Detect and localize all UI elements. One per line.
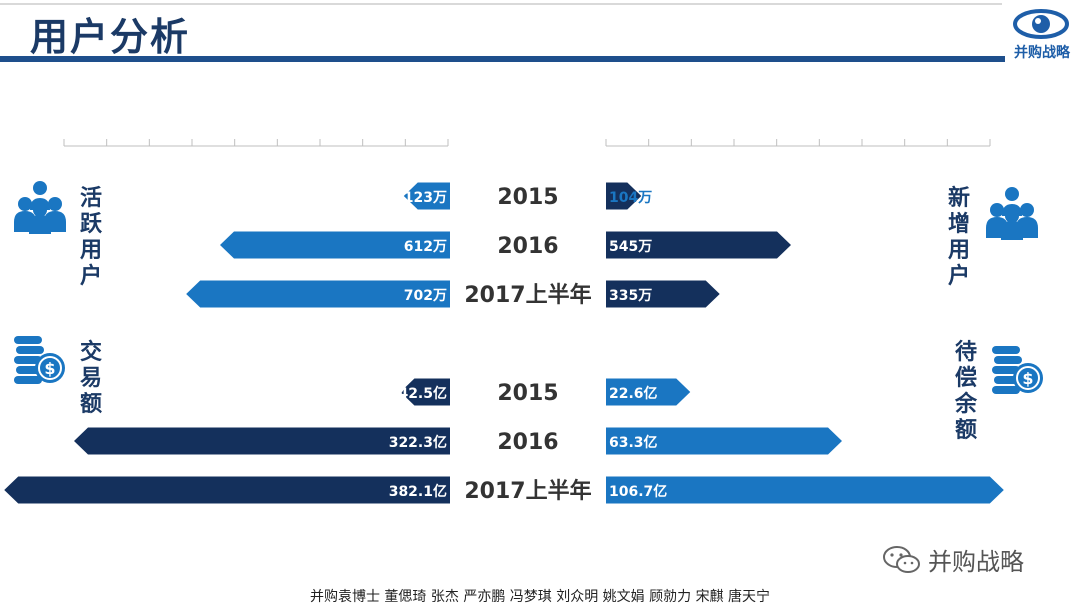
logo-text: 并购战略 xyxy=(1014,45,1070,61)
category-label: 2015 xyxy=(497,185,558,210)
bar-left-label: 322.3亿 xyxy=(389,434,447,451)
page-title: 用户分析 xyxy=(30,15,191,59)
svg-text:$: $ xyxy=(44,359,55,378)
bar-left-label: 123万 xyxy=(404,190,447,206)
bar-right-label: 545万 xyxy=(609,239,652,255)
bar-right xyxy=(606,378,691,406)
bar-right xyxy=(606,280,720,308)
new-users-label: 新增用户 xyxy=(947,186,970,289)
wechat-watermark: 并购战略 xyxy=(882,542,1024,577)
bar-left-label: 382.1亿 xyxy=(389,483,447,500)
category-label: 2017上半年 xyxy=(464,478,591,504)
users-icon xyxy=(14,181,66,234)
bar-right-label: 104万 xyxy=(609,190,652,206)
bar-right-label: 63.3亿 xyxy=(609,434,658,451)
bar-right-label: 22.6亿 xyxy=(609,385,658,402)
new-users-icon xyxy=(986,187,1038,240)
bar-left xyxy=(403,182,450,210)
category-label: 2017上半年 xyxy=(464,282,591,308)
bar-left xyxy=(4,476,451,504)
title-top-rule xyxy=(0,3,1002,5)
bar-left-label: 612万 xyxy=(404,239,447,255)
eye-logo-icon xyxy=(1013,9,1069,39)
category-label: 2015 xyxy=(497,381,558,406)
footer-credits: 并购袁博士 董偲琦 张杰 严亦鹏 冯梦琪 刘众明 姚文娟 顾勍力 宋麒 唐天宁 xyxy=(309,589,771,605)
bar-right xyxy=(606,476,1004,504)
bar-right-label: 106.7亿 xyxy=(609,483,667,500)
balance-coins-icon: $ xyxy=(992,346,1043,394)
outstanding-balance-label: 待偿余额 xyxy=(954,340,977,443)
bar-left xyxy=(74,427,450,455)
wechat-icon xyxy=(883,545,920,573)
bar-right xyxy=(606,231,791,259)
transaction-volume-label: 交易额 xyxy=(79,340,102,417)
coins-icon: $ xyxy=(14,336,65,384)
active-users-label: 活跃用户 xyxy=(79,186,102,289)
title-underline xyxy=(0,56,1005,62)
bar-right xyxy=(606,182,642,210)
bar-right xyxy=(606,427,842,455)
category-label: 2016 xyxy=(497,234,558,259)
bar-left xyxy=(186,280,451,308)
bar-left-label: 702万 xyxy=(404,288,447,304)
bar-left xyxy=(220,231,450,259)
bar-right-label: 335万 xyxy=(609,288,652,304)
watermark-text: 并购战略 xyxy=(928,548,1024,576)
category-label: 2016 xyxy=(497,430,558,455)
svg-text:$: $ xyxy=(1022,369,1033,388)
bar-left-label: 42.5亿 xyxy=(398,385,447,402)
bar-left xyxy=(400,378,450,406)
